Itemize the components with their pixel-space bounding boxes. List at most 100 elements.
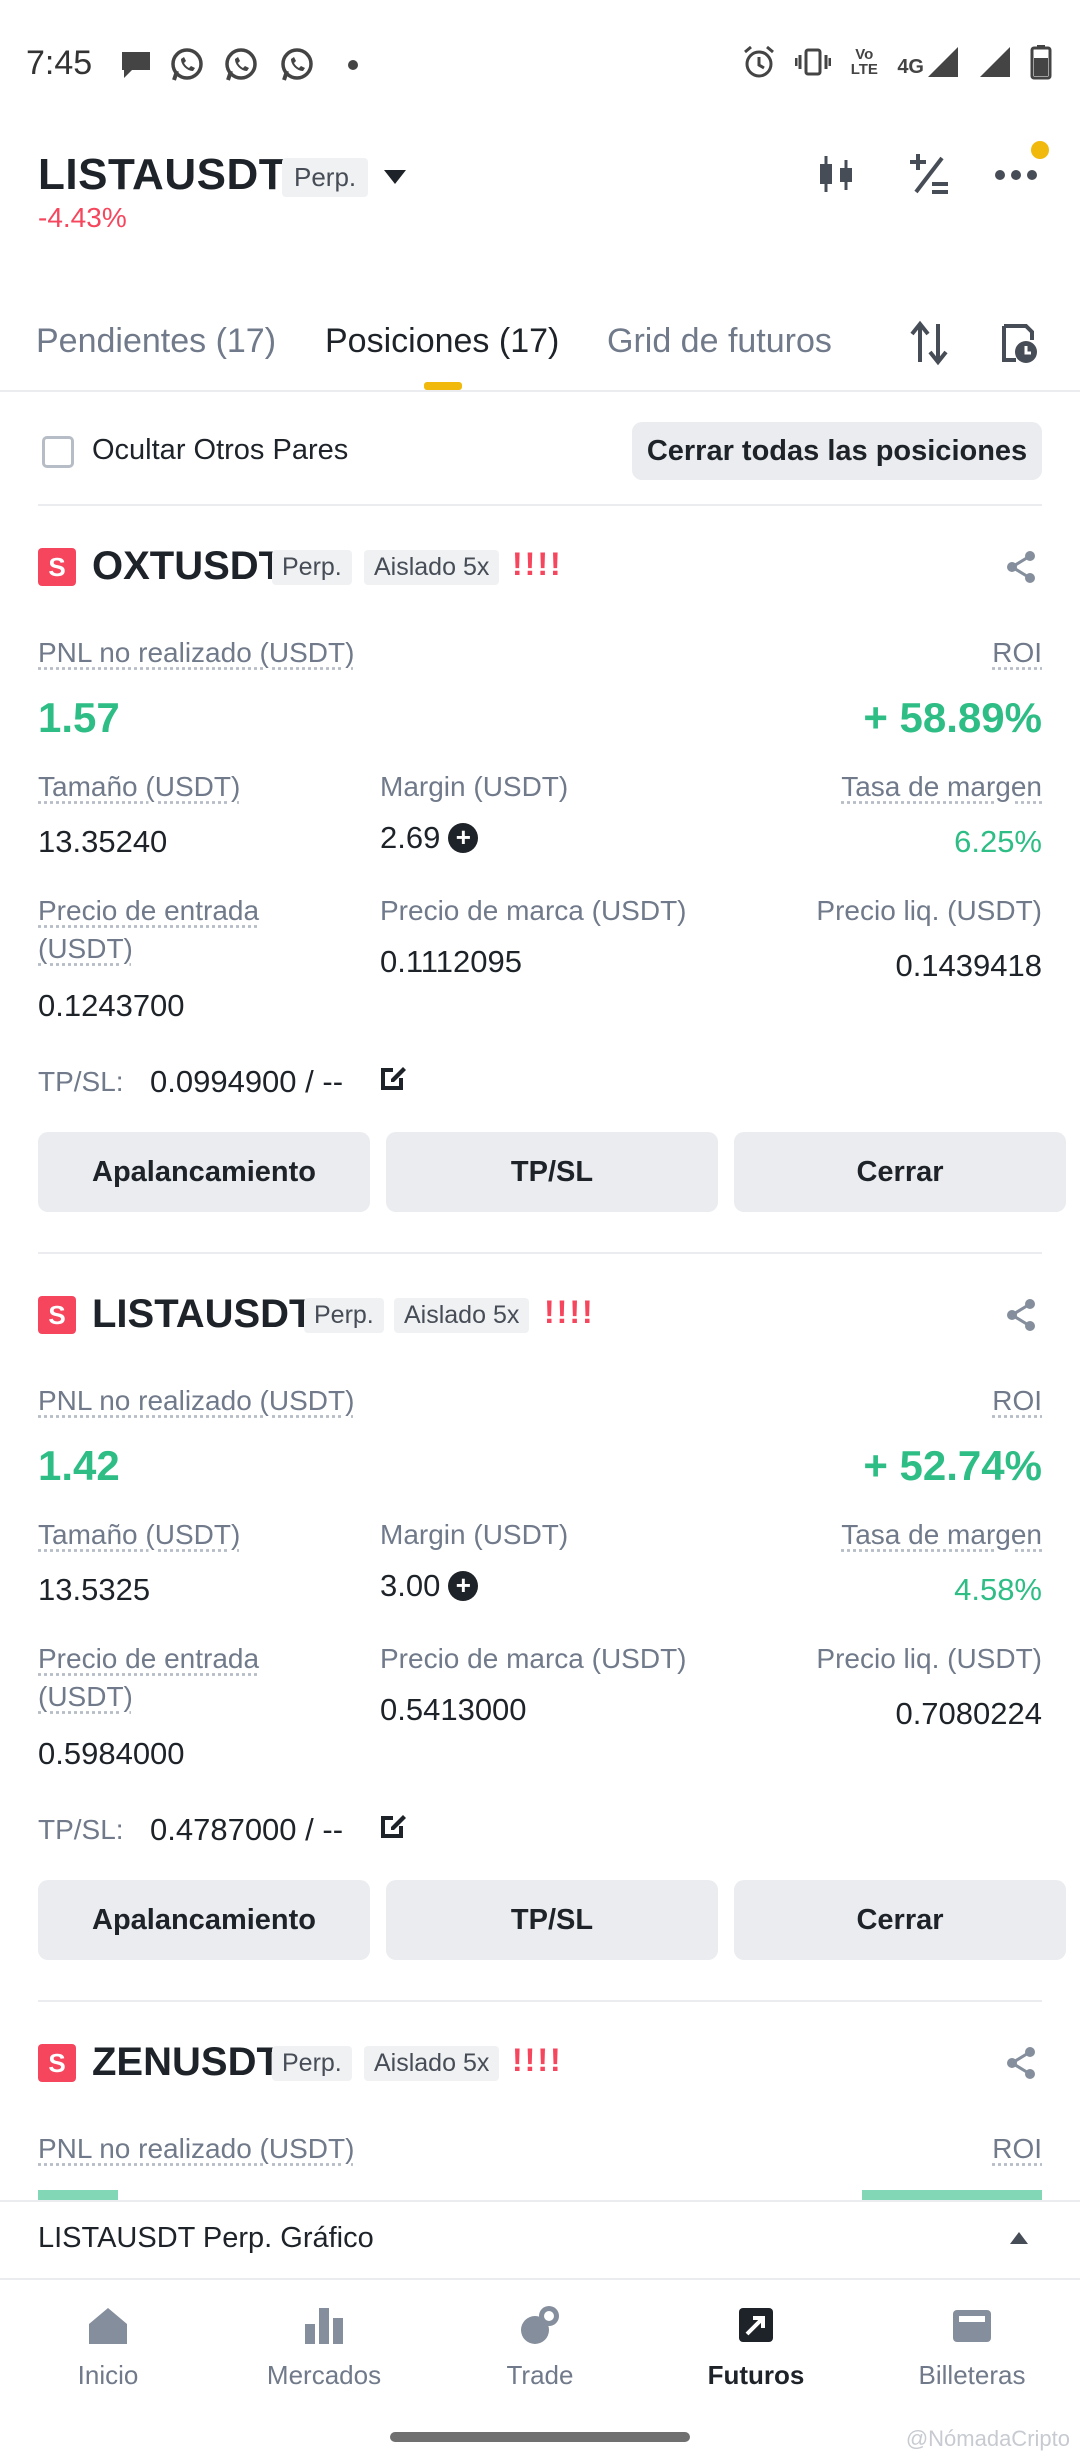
roi-label: ROI (992, 2133, 1042, 2164)
bottom-nav: Inicio Mercados Trade Futuros Billeteras… (0, 2278, 1080, 2460)
tpsl-label: TP/SL: (38, 1814, 124, 1845)
liq-price-value: 0.7080224 (895, 1696, 1042, 1731)
nav-trade[interactable]: Trade (440, 2302, 640, 2391)
nav-home[interactable]: Inicio (8, 2302, 208, 2391)
divider (38, 504, 1042, 506)
pair-header: LISTAUSDT Perp. -4.43% (0, 140, 1080, 250)
mark-price-value: 0.5413000 (380, 1692, 527, 1727)
close-all-positions-button[interactable]: Cerrar todas las posiciones (632, 422, 1042, 480)
liq-price-label: Precio liq. (USDT) (816, 1643, 1042, 1674)
leverage-button[interactable]: Apalancamiento (38, 1132, 370, 1212)
position-card: S OXTUSDT Perp. Aislado 5x !!!! PNL no r… (0, 510, 1080, 1250)
margin-rate-label: Tasa de margen (841, 1519, 1042, 1550)
status-bar: 7:45 Vo LTE 4G (0, 0, 1080, 130)
whatsapp-icon (281, 48, 313, 81)
divider (38, 2000, 1042, 2002)
add-margin-icon[interactable]: + (448, 1571, 479, 1601)
mark-price-label: Precio de marca (USDT) (380, 1643, 687, 1674)
contract-tag: Perp. (304, 1298, 384, 1333)
margin-value: 2.69 (380, 820, 441, 855)
network-type: 4G (897, 56, 924, 78)
pnl-label: PNL no realizado (USDT) (38, 2133, 355, 2164)
tpsl-value: 0.0994900 / -- (150, 1064, 344, 1099)
margin-label: Margin (USDT) (380, 771, 569, 802)
liq-price-value: 0.1439418 (895, 948, 1042, 983)
sort-icon[interactable] (908, 320, 950, 366)
markets-icon (305, 2308, 343, 2344)
share-icon[interactable] (1004, 550, 1038, 584)
roi-value-clipped (862, 2190, 1042, 2202)
notification-dot (1031, 141, 1049, 159)
pnl-label: PNL no realizado (USDT) (38, 637, 355, 668)
chart-drawer-label: LISTAUSDT Perp. Gráfico (38, 2222, 374, 2254)
margin-mode-tag: Aislado 5x (364, 2046, 500, 2081)
messages-icon (122, 52, 150, 78)
size-value: 13.5325 (38, 1572, 151, 1607)
tpsl-label: TP/SL: (38, 1066, 124, 1097)
liq-price-label: Precio liq. (USDT) (816, 895, 1042, 926)
active-tab-indicator (424, 382, 462, 390)
pair-title[interactable]: LISTAUSDT (38, 150, 287, 199)
pnl-value: 1.42 (38, 1442, 120, 1489)
tab-pending[interactable]: Pendientes (17) (36, 322, 277, 360)
margin-rate-label: Tasa de margen (841, 771, 1042, 802)
history-icon[interactable] (998, 322, 1040, 364)
entry-price-label: Precio de entrada (38, 1643, 260, 1674)
roi-value: + 52.74% (863, 1442, 1042, 1489)
home-indicator[interactable] (390, 2432, 690, 2442)
whatsapp-icon (171, 48, 203, 81)
entry-price-value: 0.1243700 (38, 988, 185, 1023)
edit-icon[interactable] (378, 1810, 408, 1840)
filter-row: Ocultar Otros Pares Cerrar todas las pos… (0, 410, 1080, 506)
caret-down-icon[interactable] (384, 170, 406, 184)
watermark: @NómadaCripto (905, 2426, 1070, 2451)
nav-label: Inicio (77, 2360, 139, 2390)
signal-icon (928, 47, 958, 77)
chart-drawer[interactable]: LISTAUSDT Perp. Gráfico (0, 2200, 1080, 2276)
wallet-icon (953, 2310, 991, 2342)
tab-grid-futures[interactable]: Grid de futuros (607, 322, 832, 360)
margin-label: Margin (USDT) (380, 1519, 569, 1550)
share-icon[interactable] (1004, 1298, 1038, 1332)
positions-tabs: Pendientes (17) Posiciones (17) Grid de … (0, 300, 1080, 392)
margin-mode-tag: Aislado 5x (364, 550, 500, 585)
roi-label: ROI (992, 637, 1042, 668)
entry-price-value: 0.5984000 (38, 1736, 185, 1771)
entry-price-unit: (USDT) (38, 933, 133, 964)
status-time: 7:45 (26, 44, 93, 82)
share-icon[interactable] (1004, 2046, 1038, 2080)
position-symbol[interactable]: OXTUSDT (92, 544, 284, 588)
home-icon (89, 2308, 127, 2344)
hide-other-pairs-label[interactable]: Ocultar Otros Pares (92, 434, 349, 466)
nav-wallets[interactable]: Billeteras (872, 2302, 1072, 2391)
size-label: Tamaño (USDT) (38, 771, 241, 802)
nav-futures[interactable]: Futuros (656, 2302, 856, 2391)
alarm-icon (744, 45, 775, 78)
close-position-button[interactable]: Cerrar (734, 1132, 1066, 1212)
mark-price-value: 0.1112095 (380, 944, 522, 979)
whatsapp-icon (225, 48, 257, 81)
hide-other-pairs-checkbox[interactable] (42, 436, 74, 468)
position-symbol[interactable]: ZENUSDT (92, 2040, 281, 2084)
signal-icon (980, 47, 1010, 77)
candlestick-chart-icon[interactable] (814, 152, 860, 198)
entry-price-label: Precio de entrada (38, 895, 260, 926)
leverage-button[interactable]: Apalancamiento (38, 1880, 370, 1960)
vibrate-icon (795, 48, 832, 76)
risk-alert: !!!! (544, 1294, 595, 1330)
tpsl-button[interactable]: TP/SL (386, 1880, 718, 1960)
calculator-icon[interactable] (906, 152, 952, 198)
add-margin-icon[interactable]: + (448, 823, 479, 853)
risk-alert: !!!! (512, 2042, 563, 2078)
position-symbol[interactable]: LISTAUSDT (92, 1292, 314, 1336)
tpsl-button[interactable]: TP/SL (386, 1132, 718, 1212)
futures-icon (739, 2308, 773, 2342)
size-label: Tamaño (USDT) (38, 1519, 241, 1550)
close-position-button[interactable]: Cerrar (734, 1880, 1066, 1960)
entry-price-unit: (USDT) (38, 1681, 133, 1712)
caret-up-icon[interactable] (1010, 2232, 1028, 2244)
edit-icon[interactable] (378, 1062, 408, 1092)
tab-positions[interactable]: Posiciones (17) (325, 322, 560, 360)
nav-markets[interactable]: Mercados (224, 2302, 424, 2391)
more-icon[interactable] (994, 168, 1038, 182)
